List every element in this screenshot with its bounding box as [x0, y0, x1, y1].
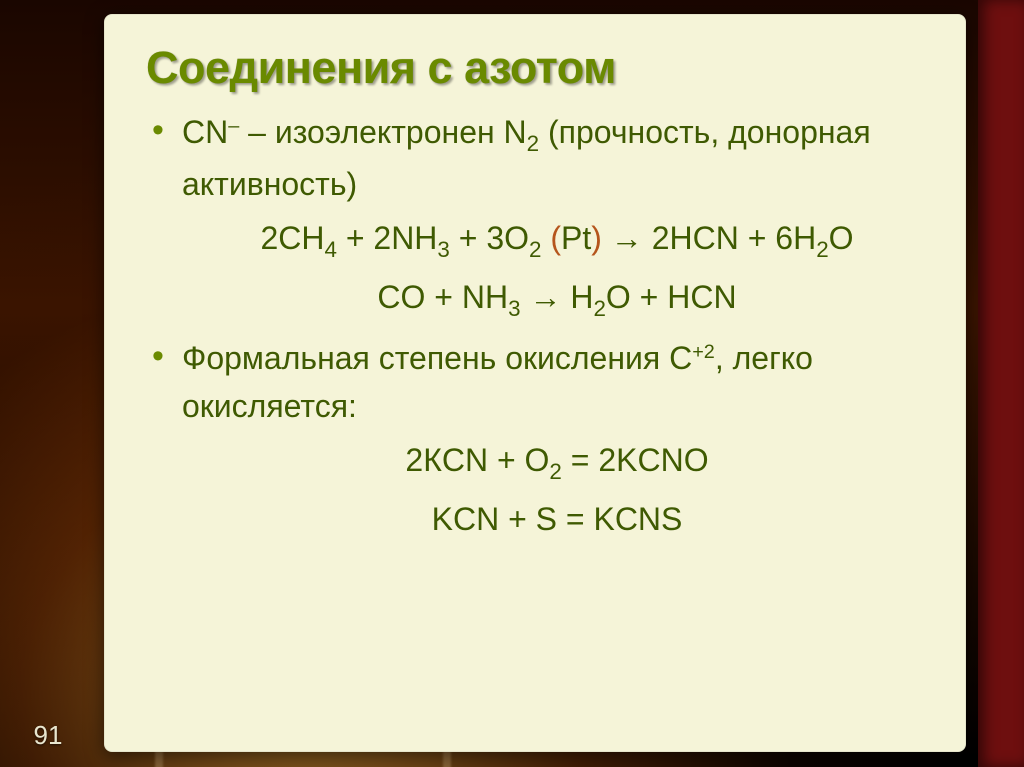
equation: 2CH4 + 2NH3 + 3O2 (Pt) → 2HCN + 6H2O — [182, 214, 932, 267]
bullet-list: CN– – изоэлектронен N2 (прочность, донор… — [146, 108, 932, 545]
bullet-lead: Формальная степень окисления С+2, легко … — [182, 334, 932, 430]
right-accent-band — [978, 0, 1024, 767]
bullet-lead: CN– – изоэлектронен N2 (прочность, донор… — [182, 108, 932, 208]
catalyst-text: Pt — [561, 220, 591, 256]
slide-stage: Соединения с азотом CN– – изоэлектронен … — [0, 0, 1024, 767]
catalyst-paren: ) — [591, 220, 602, 256]
slide-title: Соединения с азотом — [146, 42, 932, 94]
catalyst-paren: ( — [550, 220, 561, 256]
bullet-item: Формальная степень окисления С+2, легко … — [146, 334, 932, 545]
slide-number: 91 — [18, 720, 78, 751]
bullet-item: CN– – изоэлектронен N2 (прочность, донор… — [146, 108, 932, 326]
equation: KCN + S = KCNS — [182, 495, 932, 545]
content-panel: Соединения с азотом CN– – изоэлектронен … — [104, 14, 966, 752]
equation: CO + NH3 → H2O + HCN — [182, 273, 932, 326]
equation: 2КCN + O2 = 2KCNO — [182, 436, 932, 489]
